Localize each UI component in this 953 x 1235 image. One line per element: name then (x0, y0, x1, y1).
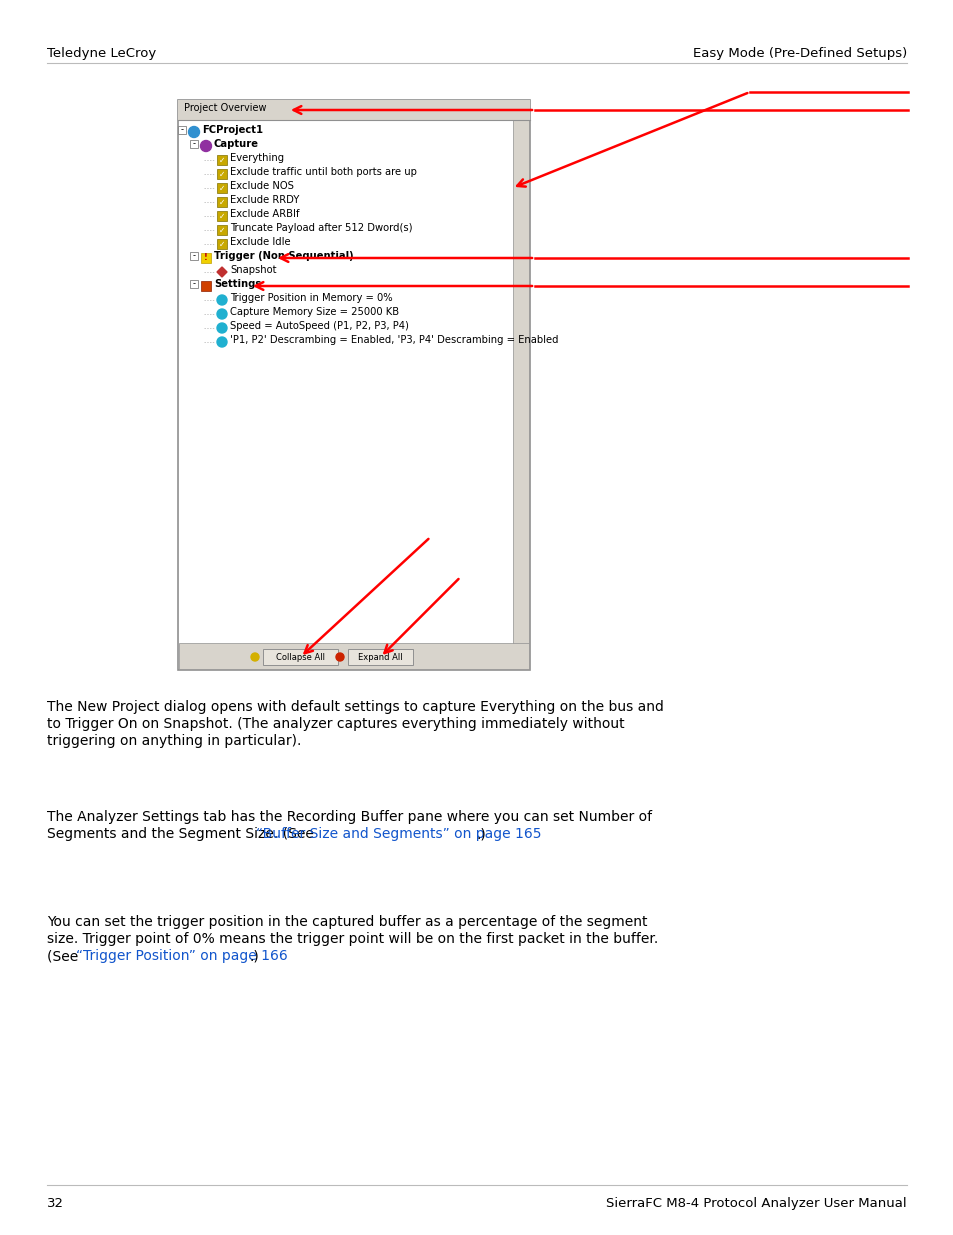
Bar (201, 282, 211, 291)
Text: Easy Mode (Pre-Defined Setups): Easy Mode (Pre-Defined Setups) (692, 47, 906, 61)
Text: Trigger (Non Sequential): Trigger (Non Sequential) (213, 251, 354, 261)
Bar (179, 643, 529, 669)
Text: to Trigger On on Snapshot. (The analyzer captures everything immediately without: to Trigger On on Snapshot. (The analyzer… (47, 718, 624, 731)
Text: “Buffer Size and Segments” on page 165: “Buffer Size and Segments” on page 165 (255, 827, 540, 841)
Bar (178, 100, 530, 120)
Bar (190, 280, 198, 288)
Text: ✓: ✓ (218, 211, 225, 221)
Bar (216, 198, 227, 207)
Polygon shape (216, 267, 227, 277)
Circle shape (216, 295, 227, 305)
Text: Exclude NOS: Exclude NOS (230, 182, 294, 191)
Bar (190, 252, 198, 261)
Text: Exclude RRDY: Exclude RRDY (230, 195, 299, 205)
Bar (263, 650, 337, 664)
Text: Trigger Position in Memory = 0%: Trigger Position in Memory = 0% (230, 293, 393, 303)
Text: -: - (193, 252, 195, 261)
Text: Capture Memory Size = 25000 KB: Capture Memory Size = 25000 KB (230, 308, 398, 317)
Bar (348, 650, 413, 664)
Bar (178, 126, 186, 135)
Circle shape (189, 126, 199, 137)
Text: -: - (193, 140, 195, 148)
Text: .): .) (250, 948, 259, 963)
Text: Collapse All: Collapse All (275, 652, 325, 662)
Text: 'P1, P2' Descrambing = Enabled, 'P3, P4' Descrambing = Enabled: 'P1, P2' Descrambing = Enabled, 'P3, P4'… (230, 335, 558, 345)
Bar (513, 120, 529, 643)
Text: Everything: Everything (230, 153, 284, 163)
Text: ✓: ✓ (218, 169, 225, 179)
Circle shape (216, 324, 227, 333)
Text: Segments and the Segment Size. (See: Segments and the Segment Size. (See (47, 827, 318, 841)
Bar (216, 225, 227, 235)
Text: ✓: ✓ (218, 184, 225, 193)
Bar (216, 156, 227, 165)
Text: Project Overview: Project Overview (184, 103, 266, 112)
Text: Speed = AutoSpeed (P1, P2, P3, P4): Speed = AutoSpeed (P1, P2, P3, P4) (230, 321, 409, 331)
Text: “Trigger Position” on page 166: “Trigger Position” on page 166 (76, 948, 288, 963)
Bar (179, 120, 529, 643)
Text: Settings: Settings (213, 279, 261, 289)
Text: -: - (193, 279, 195, 289)
Text: ✓: ✓ (218, 226, 225, 235)
Text: 32: 32 (47, 1197, 64, 1210)
Text: Capture: Capture (213, 140, 258, 149)
Circle shape (216, 337, 227, 347)
Bar (201, 253, 211, 263)
Text: The New Project dialog opens with default settings to capture Everything on the : The New Project dialog opens with defaul… (47, 700, 663, 714)
Text: FCProject1: FCProject1 (202, 125, 263, 135)
Text: SierraFC M8-4 Protocol Analyzer User Manual: SierraFC M8-4 Protocol Analyzer User Man… (606, 1197, 906, 1210)
Bar (216, 183, 227, 193)
Text: !: ! (204, 253, 208, 263)
Text: Snapshot: Snapshot (230, 266, 276, 275)
Text: (See: (See (47, 948, 83, 963)
Text: triggering on anything in particular).: triggering on anything in particular). (47, 734, 301, 748)
Circle shape (251, 653, 258, 661)
Text: ✓: ✓ (218, 156, 225, 164)
Text: Expand All: Expand All (357, 652, 402, 662)
Text: Exclude ARBIf: Exclude ARBIf (230, 209, 299, 219)
Circle shape (200, 141, 212, 152)
Text: Truncate Payload after 512 Dword(s): Truncate Payload after 512 Dword(s) (230, 224, 412, 233)
Text: size. Trigger point of 0% means the trigger point will be on the first packet in: size. Trigger point of 0% means the trig… (47, 932, 658, 946)
Text: Exclude traffic until both ports are up: Exclude traffic until both ports are up (230, 167, 416, 177)
Text: Exclude Idle: Exclude Idle (230, 237, 291, 247)
Circle shape (216, 309, 227, 319)
Bar (216, 240, 227, 249)
Bar (190, 140, 198, 148)
Bar (216, 211, 227, 221)
Text: You can set the trigger position in the captured buffer as a percentage of the s: You can set the trigger position in the … (47, 915, 647, 929)
Bar (178, 100, 530, 671)
Text: ✓: ✓ (218, 198, 225, 206)
Bar (216, 169, 227, 179)
Circle shape (335, 653, 344, 661)
Text: .): .) (476, 827, 485, 841)
Text: -: - (180, 126, 183, 135)
Text: Teledyne LeCroy: Teledyne LeCroy (47, 47, 156, 61)
Text: The Analyzer Settings tab has the Recording Buffer pane where you can set Number: The Analyzer Settings tab has the Record… (47, 810, 652, 824)
Text: ✓: ✓ (218, 240, 225, 248)
